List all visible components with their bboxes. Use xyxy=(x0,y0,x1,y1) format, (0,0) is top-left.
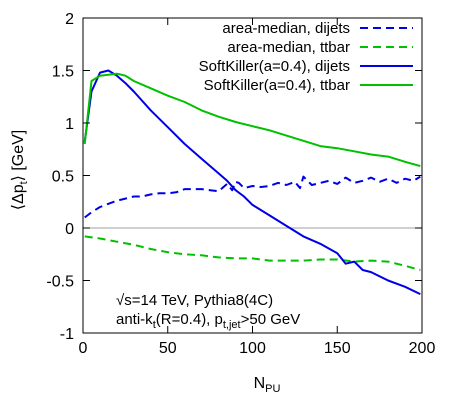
y-axis-label: ⟨Δpt⟩ [GeV] xyxy=(10,130,30,210)
series-line-4 xyxy=(83,72,421,168)
series-line-3 xyxy=(83,69,421,296)
y-tick-label: 2 xyxy=(65,11,74,28)
legend-label-2: area-median, ttbar xyxy=(227,39,350,56)
y-axis-label-main: ⟨Δp xyxy=(10,184,27,210)
y-tick-label: -1 xyxy=(60,326,74,343)
x-tick-label: 150 xyxy=(324,340,351,357)
legend-label-4: SoftKiller(a=0.4), ttbar xyxy=(204,77,350,94)
annotation-sub-tjet: t,jet xyxy=(223,319,241,331)
x-axis-label-sub: PU xyxy=(265,383,280,395)
x-axis-label: NPU xyxy=(254,375,281,395)
x-tick-label: 50 xyxy=(159,340,177,357)
y-tick-label: 1.5 xyxy=(52,64,74,81)
x-tick-label: 0 xyxy=(79,340,88,357)
y-tick-label: -0.5 xyxy=(46,274,74,291)
y-tick-label: 1 xyxy=(65,116,74,133)
annotation-threshold: >50 GeV xyxy=(241,311,301,328)
annotation-line-1: √s=14 TeV, Pythia8(4C) xyxy=(116,292,273,309)
annotation-sub-t: t xyxy=(153,319,156,331)
annotation-r-pt: (R=0.4), p xyxy=(156,311,223,328)
y-tick-label: 0 xyxy=(65,221,74,238)
axes: 0 50 100 150 200 -1 -0.5 0 0.5 1 1.5 2 xyxy=(46,11,435,357)
legend-label-3: SoftKiller(a=0.4), dijets xyxy=(199,58,350,75)
x-tick-label: 100 xyxy=(239,340,266,357)
x-tick-label: 200 xyxy=(409,340,436,357)
legend-label-1: area-median, dijets xyxy=(222,20,350,37)
plot-content xyxy=(83,69,422,296)
y-axis-label-sub: t xyxy=(18,181,30,184)
y-tick-label: 0.5 xyxy=(52,169,74,186)
x-axis-label-main: N xyxy=(254,375,266,392)
series-line-1 xyxy=(84,175,421,219)
annotation-line-2: anti-kt(R=0.4), pt,jet>50 GeV xyxy=(116,311,300,331)
annotation-anti-kt: anti-k xyxy=(116,311,153,328)
y-axis-label-tail: ⟩ [GeV] xyxy=(10,130,27,182)
legend: area-median, dijets area-median, ttbar Sof… xyxy=(199,20,413,94)
series-line-2 xyxy=(84,235,421,271)
